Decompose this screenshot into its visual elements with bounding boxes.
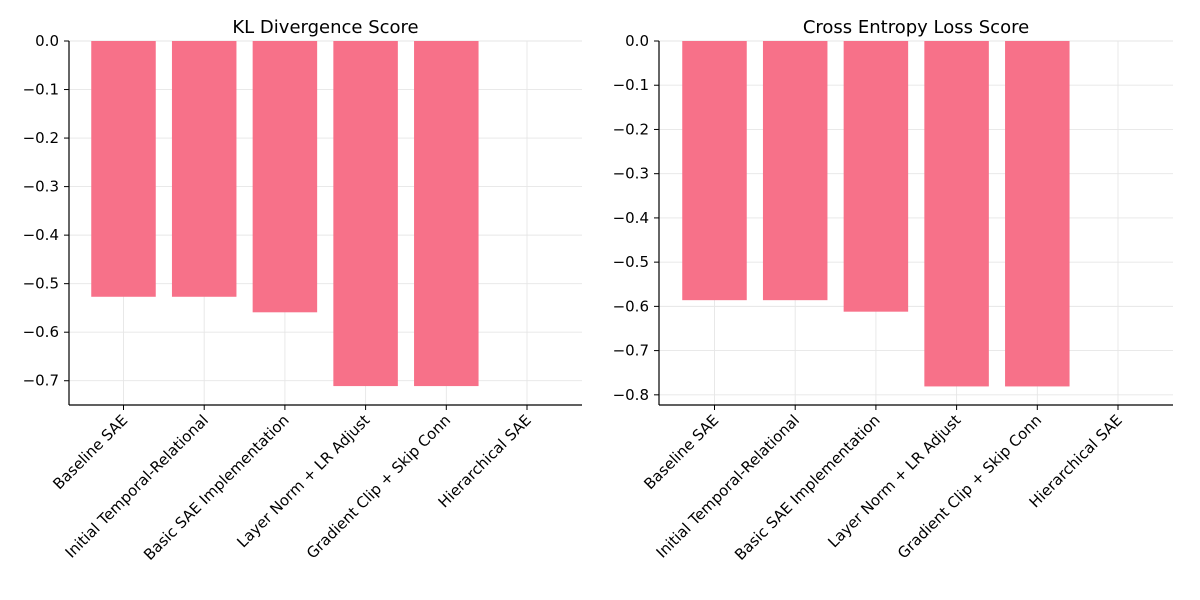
bar (252, 41, 318, 313)
x-tick-label: Initial Temporal-Relational (653, 411, 803, 561)
y-tick-label: −0.5 (23, 275, 59, 293)
y-tick-label: 0.0 (35, 32, 59, 50)
chart-title: Cross Entropy Loss Score (803, 17, 1029, 38)
bar (414, 41, 479, 387)
y-tick-label: 0.0 (625, 32, 649, 50)
cross-entropy-chart: 0.0 −0.1 −0.2 −0.3 −0.4 −0.5 −0.6 −0.7 −0.8 Basel… (613, 17, 1173, 564)
y-tick-label: −0.1 (23, 81, 59, 99)
y-tick-label: −0.4 (23, 226, 59, 244)
bar (762, 41, 828, 301)
x-tick-label: Basic SAE Implementation (140, 411, 293, 564)
bar (843, 41, 909, 312)
x-tick-label: Baseline SAE (640, 411, 722, 493)
y-tick-label: −0.4 (613, 209, 649, 227)
bar (91, 41, 156, 297)
y-tick-label: −0.1 (613, 76, 649, 94)
x-tick-label: Layer Norm + LR Adjust (233, 411, 373, 551)
y-tick-label: −0.3 (23, 178, 59, 196)
kl-divergence-chart: 0.0 −0.1 −0.2 −0.3 −0.4 −0.5 −0.6 −0.7 Baseline … (23, 17, 582, 564)
y-tick-label: −0.6 (23, 323, 59, 341)
y-tick-label: −0.2 (613, 120, 649, 138)
y-tick-label: −0.8 (613, 386, 649, 404)
x-tick-label: Basic SAE Implementation (731, 411, 884, 564)
y-tick-label: −0.2 (23, 129, 59, 147)
y-tick-label: −0.7 (613, 342, 649, 360)
x-tick-label: Layer Norm + LR Adjust (824, 411, 964, 551)
y-tick-label: −0.3 (613, 165, 649, 183)
x-tick-label: Baseline SAE (49, 411, 131, 493)
bar (682, 41, 747, 301)
x-tick-label: Gradient Clip + Skip Conn (894, 411, 1045, 562)
bar (333, 41, 398, 387)
y-tick-label: −0.6 (613, 297, 649, 315)
chart-title: KL Divergence Score (232, 17, 418, 38)
bar (171, 41, 237, 297)
bar (924, 41, 989, 387)
y-tick-label: −0.7 (23, 372, 59, 390)
y-tick-label: −0.5 (613, 253, 649, 271)
x-tick-label: Gradient Clip + Skip Conn (303, 411, 454, 562)
x-tick-label: Initial Temporal-Relational (62, 411, 212, 561)
bar (1005, 41, 1070, 387)
